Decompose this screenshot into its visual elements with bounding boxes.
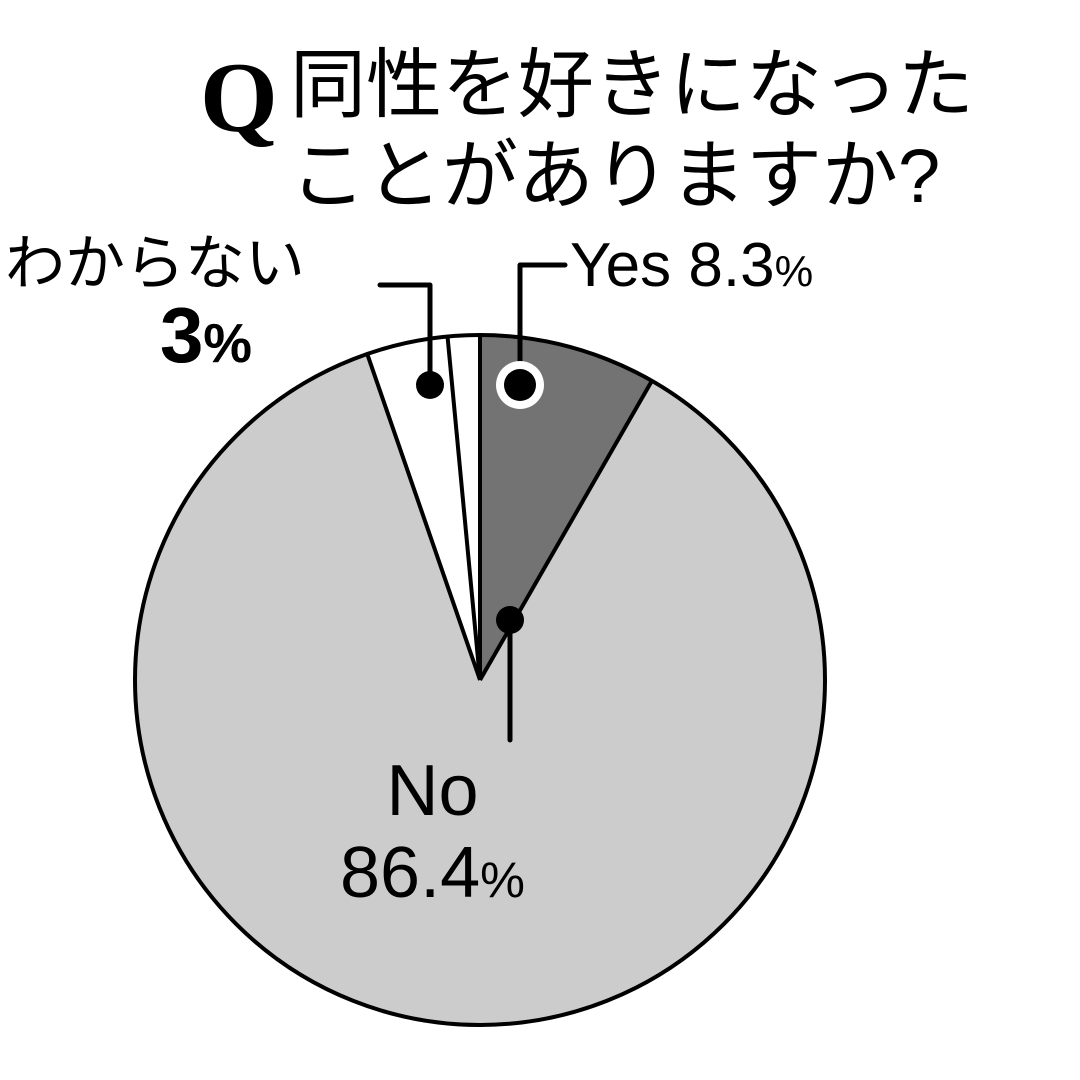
chart-container: Q 同性を好きになった ことがありますか? Yes 8.3% No86.4% わ… [0, 0, 1080, 1080]
yes-text: Yes 8.3 [570, 231, 775, 300]
slice-label-yes: Yes 8.3% [570, 230, 813, 301]
slice-label-unknown-pct-fill: 3% [160, 290, 252, 381]
unknown-pct-value: 3 [160, 291, 203, 379]
unknown-pct-suffix: % [203, 313, 252, 374]
pie-chart [0, 0, 1080, 1080]
no-text: No86.4 [340, 751, 480, 913]
yes-pct-suffix: % [775, 248, 814, 296]
no-pct-suffix: % [480, 851, 525, 908]
slice-label-no: No86.4% [340, 750, 525, 914]
slice-label-unknown-text: わからない [5, 215, 305, 302]
